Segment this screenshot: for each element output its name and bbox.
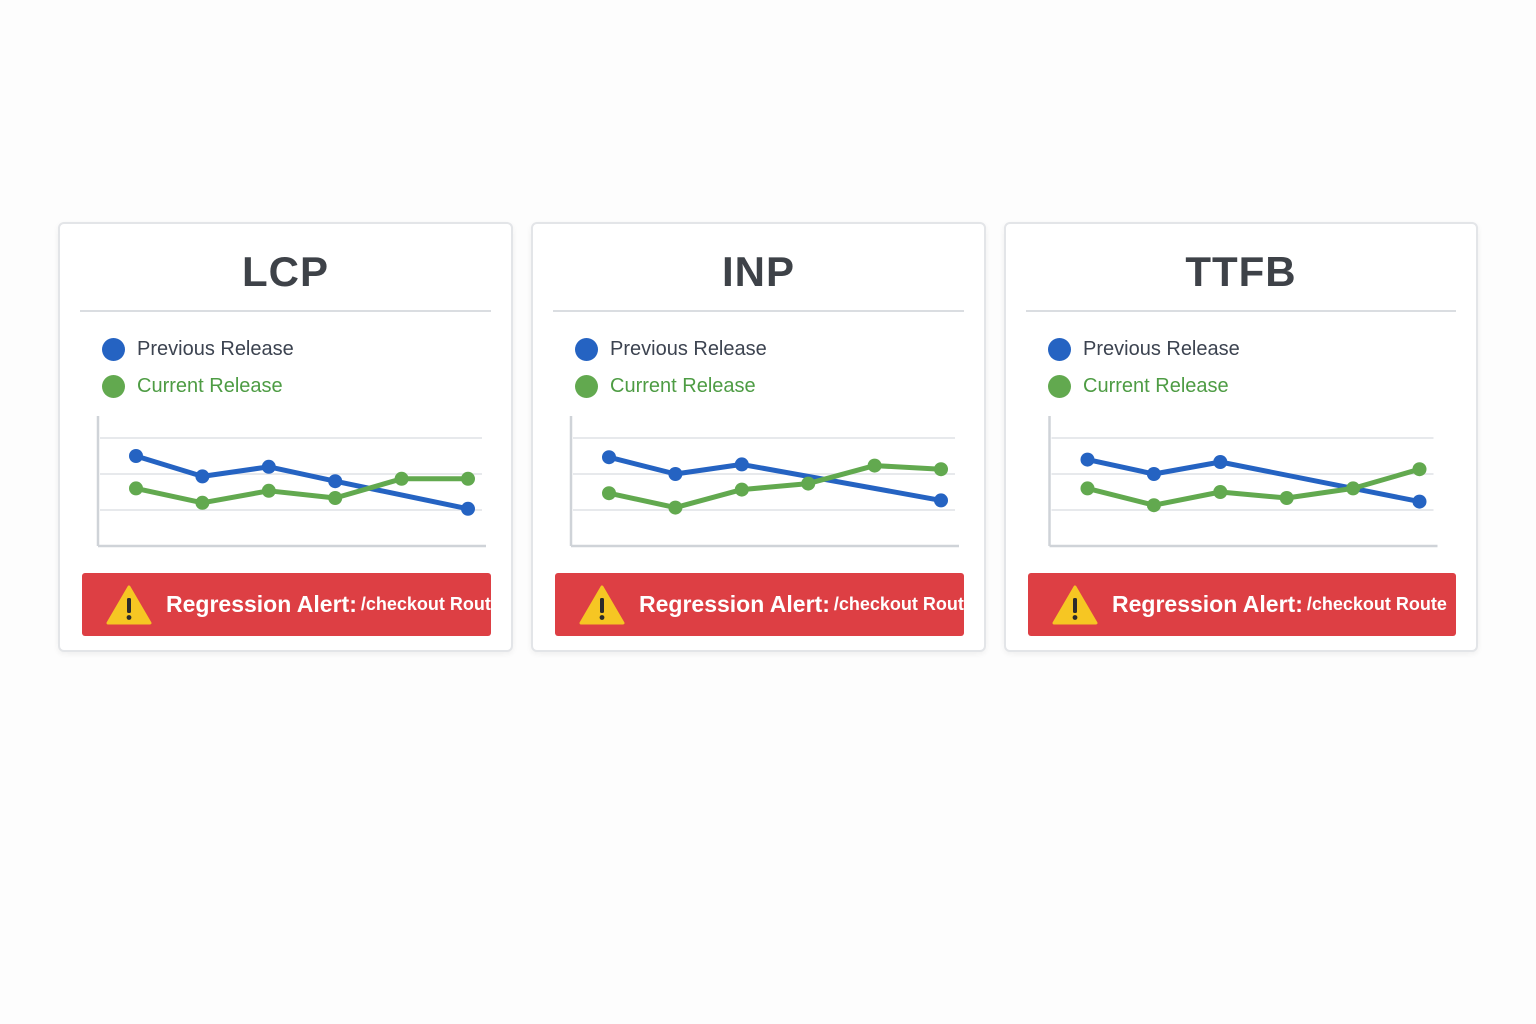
data-point-previous-release (668, 467, 683, 481)
data-point-current-release (602, 486, 616, 501)
legend-label-current: Current Release (610, 374, 756, 397)
divider (1026, 310, 1456, 312)
data-point-previous-release (934, 493, 948, 508)
warning-icon (579, 585, 625, 624)
data-point-current-release (1346, 481, 1361, 496)
legend-dot-current (575, 374, 598, 398)
data-point-current-release (328, 491, 343, 505)
legend-dot-previous (102, 337, 125, 361)
data-point-previous-release (261, 459, 276, 474)
legend-label-previous: Previous Release (610, 337, 767, 360)
data-point-previous-release (1080, 452, 1095, 467)
data-point-current-release (1279, 491, 1294, 505)
alert-title: Regression Alert: (166, 591, 357, 617)
alert-title: Regression Alert: (1112, 591, 1303, 617)
data-point-previous-release (195, 469, 210, 484)
data-point-current-release (195, 495, 210, 510)
legend-item-current: Current Release (102, 373, 294, 399)
data-point-previous-release (129, 449, 143, 463)
legend-dot-current (1048, 374, 1071, 398)
divider (553, 310, 964, 312)
legend-dot-previous (575, 337, 598, 361)
line-chart (569, 416, 959, 548)
data-point-previous-release (461, 501, 475, 516)
alert-route: /checkout Route (360, 594, 491, 614)
data-point-current-release (394, 471, 409, 486)
legend-label-current: Current Release (137, 374, 283, 397)
legend-item-current: Current Release (1048, 373, 1240, 399)
metric-card-ttfb: TTFB Previous Release Current Release Re… (1004, 222, 1478, 652)
legend-label-previous: Previous Release (1083, 337, 1240, 360)
series-line-current-release (606, 463, 944, 511)
legend-dot-previous (1048, 337, 1071, 361)
data-point-current-release (934, 462, 948, 477)
data-point-current-release (668, 500, 683, 515)
data-point-previous-release (1213, 455, 1228, 469)
data-point-current-release (867, 458, 882, 473)
series-line-previous-release (606, 454, 944, 503)
data-point-current-release (461, 471, 475, 486)
series-line-current-release (1085, 466, 1422, 508)
data-point-current-release (129, 481, 143, 496)
regression-alert-banner[interactable]: Regression Alert: /checkout Route (82, 573, 491, 636)
card-title: INP (721, 248, 795, 295)
regression-alert-banner[interactable]: Regression Alert: /checkout Route (555, 573, 964, 636)
chart-legend: Previous Release Current Release (102, 336, 294, 410)
legend-item-current: Current Release (575, 373, 767, 399)
series-line-previous-release (1085, 457, 1422, 505)
data-point-previous-release (1412, 494, 1427, 509)
line-chart (96, 416, 486, 548)
warning-icon (106, 585, 152, 624)
line-chart (1048, 416, 1438, 548)
legend-label-current: Current Release (1083, 374, 1229, 397)
data-point-current-release (734, 482, 749, 497)
data-point-current-release (261, 483, 276, 498)
card-title: LCP (242, 248, 329, 295)
legend-item-previous: Previous Release (1048, 336, 1240, 362)
legend-dot-current (102, 374, 125, 398)
data-point-previous-release (602, 450, 616, 465)
alert-route: /checkout Route (1306, 594, 1447, 614)
legend-label-previous: Previous Release (137, 337, 294, 360)
data-point-previous-release (734, 457, 749, 472)
data-point-current-release (1213, 485, 1228, 499)
series-line-current-release (133, 476, 471, 506)
chart-legend: Previous Release Current Release (1048, 336, 1240, 410)
legend-item-previous: Previous Release (575, 336, 767, 362)
card-title: TTFB (1185, 248, 1297, 295)
data-point-previous-release (1146, 467, 1161, 481)
metric-card-lcp: LCP Previous Release Current Release Reg… (58, 222, 513, 652)
data-point-current-release (1080, 481, 1095, 496)
divider (80, 310, 491, 312)
warning-icon (1052, 585, 1098, 624)
alert-route: /checkout Route (833, 594, 964, 614)
chart-legend: Previous Release Current Release (575, 336, 767, 410)
data-point-current-release (801, 476, 816, 491)
metric-card-inp: INP Previous Release Current Release Reg… (531, 222, 986, 652)
data-point-current-release (1146, 498, 1161, 513)
legend-item-previous: Previous Release (102, 336, 294, 362)
data-point-current-release (1412, 462, 1427, 477)
alert-title: Regression Alert: (639, 591, 830, 617)
data-point-previous-release (328, 474, 343, 489)
regression-alert-banner[interactable]: Regression Alert: /checkout Route (1028, 573, 1456, 636)
